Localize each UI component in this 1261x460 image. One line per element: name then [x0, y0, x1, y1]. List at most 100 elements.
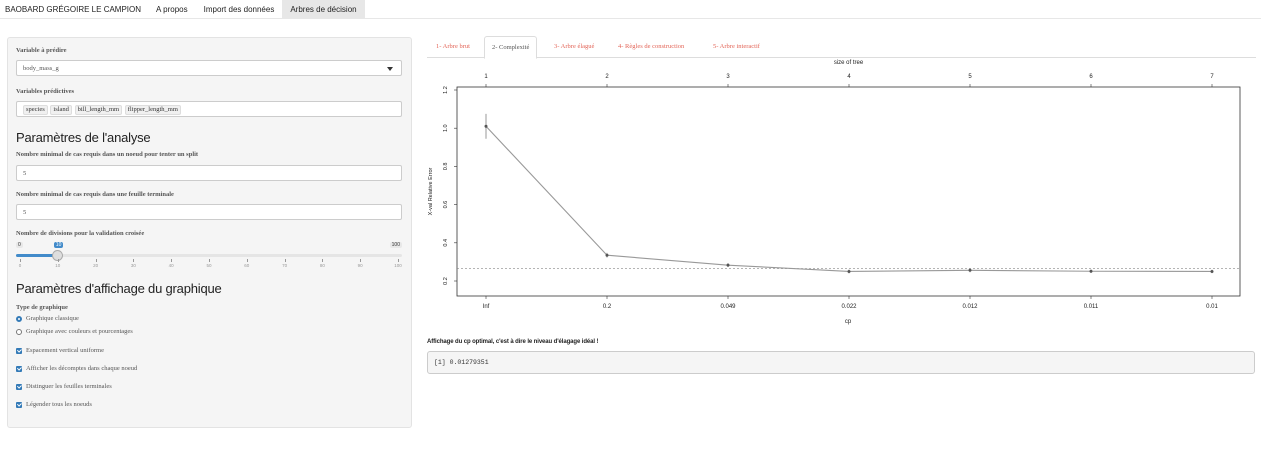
slider-tick — [57, 259, 59, 262]
slider-tick — [246, 259, 248, 262]
data-point — [847, 269, 851, 273]
tab-complexite[interactable]: 2- Complexité — [484, 36, 538, 59]
analysis-params-title: Paramètres de l'analyse — [16, 130, 151, 145]
minbucket-label: Nombre minimal de cas requis dans une fe… — [16, 191, 174, 198]
x-axis-tick-label: 0.2 — [603, 304, 612, 310]
slider-tick-label: 20 — [93, 263, 99, 268]
xval-label: Nombre de divisions pour la validation c… — [16, 230, 145, 237]
data-point — [1210, 269, 1214, 273]
minsplit-label: Nombre minimal de cas requis dans un noe… — [16, 151, 199, 158]
checkbox-checked-icon[interactable] — [16, 401, 22, 408]
predictor-tag[interactable]: species — [23, 105, 48, 115]
sidebar-panel: Variable à prédire body_mass_g Variables… — [7, 37, 412, 428]
chevron-down-icon — [387, 67, 393, 71]
slider-tick-label: 0 — [18, 263, 22, 268]
checkbox-uniform[interactable]: Espacement vertical uniforme — [16, 347, 104, 354]
nav-item-arbres[interactable]: Arbres de décision — [282, 0, 365, 18]
nav-item-import[interactable]: Import des données — [203, 5, 275, 14]
tab-regles[interactable]: 4- Règles de construction — [618, 43, 685, 50]
slider-tick-label: 60 — [244, 263, 250, 268]
checkbox-checked-icon[interactable] — [16, 347, 22, 354]
slider-tick-label: 40 — [168, 263, 174, 268]
y-axis-tick-label: 0.2 — [443, 277, 449, 285]
slider-value-label: 10 — [53, 242, 64, 248]
tab-arbre-elague[interactable]: 3- Arbre élagué — [554, 43, 595, 50]
x-axis-tick-label: 0.012 — [962, 304, 978, 310]
slider-tick-label: 50 — [206, 263, 212, 268]
predictor-tag[interactable]: bill_length_mm — [74, 105, 123, 115]
y-axis-label: X-val Relative Error — [428, 167, 434, 215]
radio-classic-label: Graphique classique — [26, 315, 79, 322]
y-axis-tick-label: 0.6 — [443, 201, 449, 209]
top-axis-tick-label: 1 — [484, 74, 488, 80]
slider-tick — [398, 259, 399, 262]
checkbox-uniform-label: Espacement vertical uniforme — [26, 347, 104, 354]
y-axis-tick-label: 0.4 — [443, 239, 449, 247]
data-point — [968, 268, 972, 272]
target-variable-select[interactable]: body_mass_g — [16, 60, 402, 76]
checkbox-leaves[interactable]: Distinguer les feuilles terminales — [16, 383, 112, 390]
slider-tick — [95, 259, 97, 262]
data-point — [1089, 269, 1093, 273]
predictors-input[interactable]: species island bill_length_mm flipper_le… — [16, 101, 402, 117]
y-axis-tick-label: 1.2 — [443, 86, 449, 94]
x-axis-tick-label: 0.049 — [720, 304, 736, 310]
xval-slider[interactable]: 0 100 10 0 10 20 30 40 50 60 70 80 90 100 — [16, 242, 402, 274]
x-axis-label: cp — [845, 319, 852, 325]
cp-optimal-title: Affichage du cp optimal, c'est à dire le… — [427, 339, 599, 345]
minsplit-input[interactable]: 5 — [16, 165, 402, 181]
checkbox-counts-label: Afficher les décomptes dans chaque noeud — [26, 365, 138, 372]
predictor-tag[interactable]: island — [50, 105, 72, 115]
complexity-plot: size of tree 1 2 3 4 5 6 7 Inf 0.2 0.049 0.022 0.012… — [428, 60, 1241, 325]
nav-item-a-propos[interactable]: A propos — [156, 5, 188, 14]
target-variable-value: body_mass_g — [23, 65, 59, 72]
slider-tick-label: 90 — [357, 263, 363, 268]
radio-colors-label: Graphique avec couleurs et pourcentages — [26, 328, 133, 335]
slider-min-label: 0 — [16, 242, 23, 248]
brand-title: BAOBARD GRÉGOIRE LE CAMPION — [5, 5, 142, 14]
slider-fill — [16, 254, 58, 257]
slider-tick — [171, 259, 173, 262]
radio-selected-icon[interactable] — [16, 315, 22, 322]
target-variable-label: Variable à prédire — [16, 47, 67, 54]
slider-max-label: 100 — [389, 242, 402, 248]
checkbox-all-nodes-label: Légender tous les noeuds — [26, 401, 92, 408]
graph-type-label: Type de graphique — [16, 304, 68, 311]
slider-tick-label: 70 — [282, 263, 288, 268]
slider-tick — [284, 259, 286, 262]
tab-arbre-interactif[interactable]: 5- Arbre interactif — [713, 43, 760, 50]
y-axis-tick-label: 1.0 — [443, 124, 449, 132]
series-line — [485, 125, 1213, 273]
data-point — [484, 124, 488, 128]
data-point — [726, 263, 730, 267]
x-axis-tick-label: 0.01 — [1206, 304, 1218, 310]
checkbox-counts[interactable]: Afficher les décomptes dans chaque noeud — [16, 365, 137, 372]
checkbox-checked-icon[interactable] — [16, 383, 22, 390]
top-axis-title: size of tree — [834, 60, 864, 66]
cp-output: [1] 0.01279351 — [427, 351, 1255, 374]
top-axis-tick-label: 3 — [726, 74, 730, 80]
slider-tick-label: 80 — [319, 263, 325, 268]
main-tabs: 1- Arbre brut 2- Complexité 3- Arbre éla… — [427, 36, 1256, 59]
tab-arbre-brut[interactable]: 1- Arbre brut — [436, 43, 470, 50]
slider-tick — [322, 259, 324, 262]
top-axis-tick-label: 7 — [1210, 74, 1214, 80]
checkbox-leaves-label: Distinguer les feuilles terminales — [26, 383, 112, 390]
slider-tick — [133, 259, 135, 262]
minbucket-input[interactable]: 5 — [16, 204, 402, 220]
radio-classic[interactable]: Graphique classique — [16, 315, 79, 322]
predictor-tag[interactable]: flipper_length_mm — [124, 105, 181, 115]
slider-track[interactable] — [16, 254, 402, 257]
top-axis-tick-label: 6 — [1089, 74, 1093, 80]
radio-unselected-icon[interactable] — [16, 328, 22, 335]
predictors-label: Variables prédictives — [16, 88, 75, 95]
checkbox-checked-icon[interactable] — [16, 365, 22, 372]
slider-tick-label: 10 — [55, 263, 61, 268]
checkbox-all-nodes[interactable]: Légender tous les noeuds — [16, 401, 92, 408]
display-params-title: Paramètres d'affichage du graphique — [16, 281, 222, 296]
slider-tick — [20, 259, 21, 262]
radio-colors[interactable]: Graphique avec couleurs et pourcentages — [16, 328, 133, 335]
x-axis-tick-label: Inf — [483, 304, 490, 310]
x-axis-tick-label: 0.022 — [841, 304, 857, 310]
top-axis-tick-label: 5 — [968, 74, 972, 80]
